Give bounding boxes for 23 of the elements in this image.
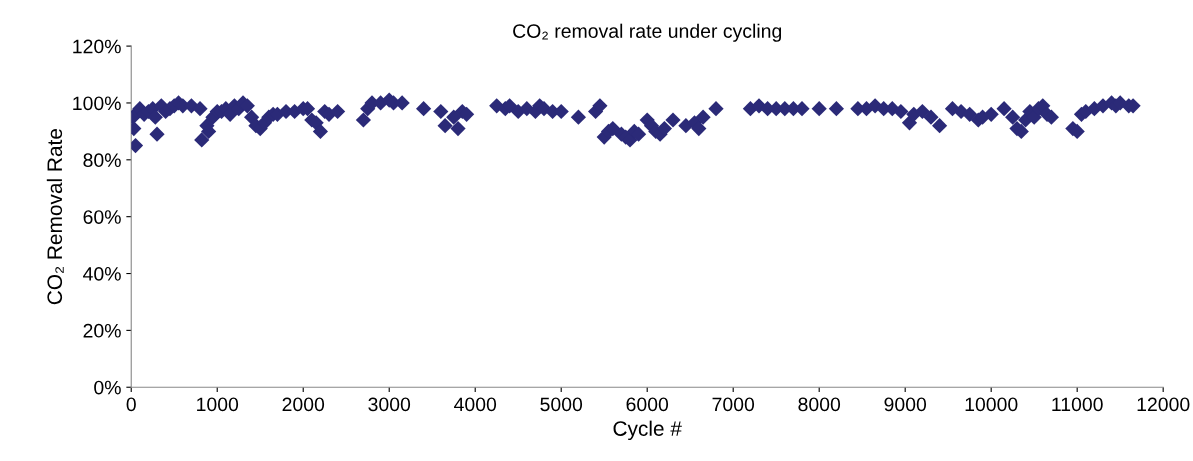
x-tick-label: 0 <box>126 397 136 412</box>
y-axis-title: CO₂ Removal Rate <box>46 129 64 305</box>
x-tick-label: 7000 <box>712 397 755 412</box>
y-tick-label: 100% <box>73 96 121 111</box>
y-tick-label: 0% <box>94 380 121 395</box>
y-tick-label: 40% <box>83 266 121 281</box>
x-tick-label: 1000 <box>197 397 239 412</box>
x-tick-label: 9000 <box>884 397 927 412</box>
x-tick-label: 8000 <box>798 397 841 412</box>
x-tick-label: 11000 <box>1052 397 1103 412</box>
x-tick-label: 12000 <box>1137 397 1190 412</box>
chart-title: CO₂ removal rate under cycling <box>513 23 782 42</box>
x-axis-title: Cycle # <box>613 420 682 441</box>
y-tick-label: 20% <box>83 323 121 338</box>
y-tick-label: 60% <box>83 210 121 224</box>
y-tick-label: 120% <box>73 39 121 54</box>
x-tick-label: 6000 <box>626 397 669 412</box>
x-tick-label: 2000 <box>282 397 325 412</box>
x-tick-label: 4000 <box>454 397 497 412</box>
y-tick-label: 80% <box>83 153 121 168</box>
x-tick-label: 3000 <box>368 397 411 412</box>
x-tick-label: 5000 <box>540 397 583 412</box>
x-tick-label: 10000 <box>965 397 1018 412</box>
